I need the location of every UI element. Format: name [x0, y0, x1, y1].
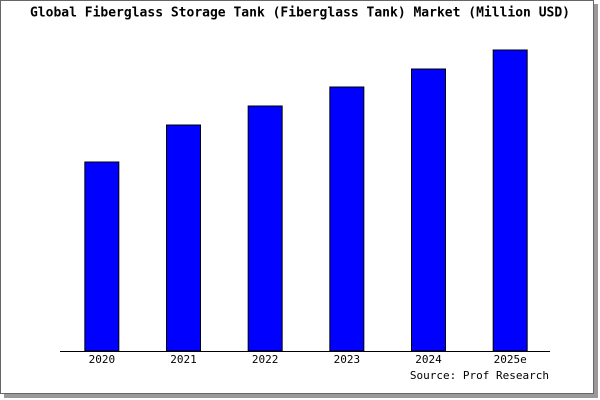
- x-tick-label: 2025e: [494, 353, 527, 366]
- bar: [84, 161, 120, 352]
- chart-title: Global Fiberglass Storage Tank (Fibergla…: [30, 6, 570, 21]
- x-tick-label: 2021: [170, 353, 197, 366]
- bar: [492, 49, 528, 352]
- source-note: Source: Prof Research: [410, 369, 549, 382]
- bar: [247, 105, 283, 352]
- x-tick-label: 2023: [334, 353, 361, 366]
- bar: [329, 86, 365, 352]
- x-tick-label: 2020: [89, 353, 116, 366]
- plot-area: [60, 40, 550, 351]
- x-tick-label: 2022: [252, 353, 279, 366]
- x-tick-label: 2024: [415, 353, 442, 366]
- bar: [411, 68, 446, 352]
- bar: [166, 124, 201, 352]
